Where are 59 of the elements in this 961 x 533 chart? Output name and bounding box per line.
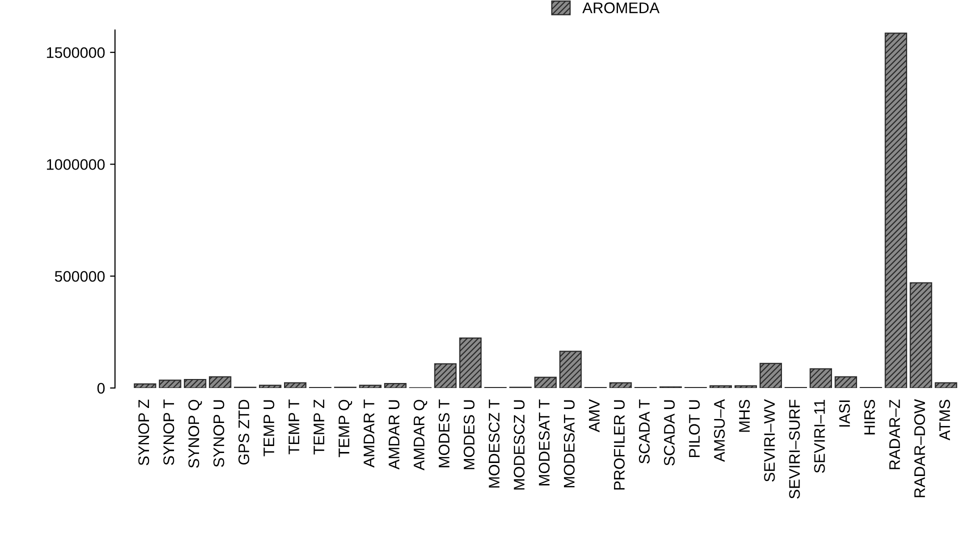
x-tick-label: SEVIRI–11 bbox=[814, 400, 825, 473]
x-tick-label: MODESAT T bbox=[538, 399, 550, 486]
bar bbox=[934, 382, 958, 388]
x-tick-label: RADAR–DOW bbox=[914, 399, 926, 498]
x-tick-label: TEMP Q bbox=[338, 400, 352, 458]
bar bbox=[158, 380, 182, 388]
x-tick-label: SYNOP Z bbox=[138, 400, 150, 466]
bar bbox=[534, 376, 557, 388]
x-tick-label: PROFILER U bbox=[614, 400, 625, 490]
bar bbox=[559, 350, 582, 388]
x-tick-label: IASI bbox=[839, 400, 850, 427]
bar bbox=[434, 363, 457, 388]
x-tick-label: SYNOP T bbox=[163, 399, 174, 465]
x-tick-label: SCADA U bbox=[664, 400, 675, 466]
bar bbox=[359, 384, 382, 388]
x-tick-label: MODESCZ U bbox=[514, 400, 525, 490]
y-tick-label: 1000000 bbox=[46, 159, 105, 170]
x-tick-label: AMDAR T bbox=[364, 399, 374, 468]
y-tick-label: 1500000 bbox=[46, 47, 105, 58]
x-tick-label: MHS bbox=[739, 400, 750, 432]
bar bbox=[834, 376, 858, 388]
bar bbox=[810, 368, 832, 388]
y-tick-label: 500000 bbox=[54, 270, 105, 282]
bar bbox=[284, 382, 306, 388]
x-tick-label: MODES U bbox=[464, 400, 475, 470]
x-tick-label: SEVIRI–WV bbox=[764, 399, 775, 482]
bar bbox=[459, 338, 482, 388]
x-tick-label: AMDAR Q bbox=[414, 400, 428, 470]
bar bbox=[134, 383, 156, 388]
bar bbox=[710, 385, 732, 388]
x-tick-label: SCADA T bbox=[638, 399, 650, 464]
x-tick-label: AMSU–A bbox=[714, 399, 725, 462]
bar bbox=[760, 362, 782, 388]
bar bbox=[609, 382, 632, 388]
legend-label: AROMEDA bbox=[582, 2, 660, 14]
x-tick-label: MODESAT U bbox=[564, 400, 575, 488]
bar bbox=[884, 32, 908, 388]
x-tick-label: TEMP Z bbox=[314, 400, 324, 455]
x-tick-label: TEMP U bbox=[264, 400, 274, 456]
x-tick-label: GPS ZTD bbox=[238, 400, 250, 465]
bar bbox=[258, 384, 282, 388]
x-tick-label: SYNOP U bbox=[213, 400, 224, 467]
x-tick-label: AMV bbox=[589, 399, 600, 432]
x-tick-label: SYNOP Q bbox=[188, 400, 202, 468]
x-tick-label: TEMP T bbox=[288, 399, 300, 454]
bar bbox=[384, 382, 407, 388]
bar bbox=[184, 378, 206, 388]
x-tick-label: ATMS bbox=[939, 400, 950, 440]
x-tick-label: MODES T bbox=[438, 399, 450, 468]
x-tick-label: SEVIRI–SURF bbox=[789, 400, 800, 499]
y-tick-label: 0 bbox=[97, 382, 105, 394]
x-tick-label: AMDAR U bbox=[388, 400, 400, 470]
bar bbox=[734, 385, 757, 388]
bar bbox=[910, 282, 932, 388]
bar bbox=[208, 376, 232, 388]
x-tick-label: PILOT U bbox=[688, 400, 700, 458]
x-tick-label: RADAR–Z bbox=[889, 400, 900, 470]
x-tick-label: HIRS bbox=[864, 400, 875, 434]
x-tick-label: MODESCZ T bbox=[488, 399, 500, 488]
